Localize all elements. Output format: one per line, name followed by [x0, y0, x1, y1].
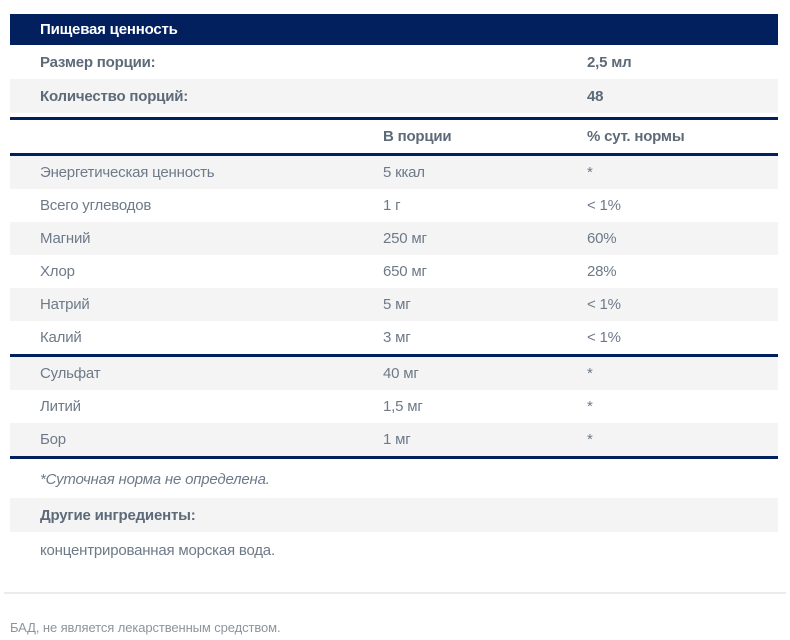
nutrient-name: Энергетическая ценность [40, 164, 215, 181]
section-divider [10, 354, 778, 357]
nutrient-dv: 60% [587, 230, 617, 247]
section-divider [10, 153, 778, 156]
horizontal-divider [4, 592, 786, 594]
section-divider [10, 117, 778, 120]
column-header-row: В порции % сут. нормы [10, 120, 778, 153]
table-title: Пищевая ценность [40, 21, 178, 38]
nutrient-amount: 250 мг [383, 230, 427, 247]
other-ingredients-label: Другие ингредиенты: [40, 506, 196, 524]
servings-per-container-value: 48 [587, 87, 604, 105]
trace-nutrients-section: Сульфат 40 мг * Литий 1,5 мг * Бор 1 мг … [10, 357, 778, 456]
supplement-disclaimer: БАД, не является лекарственным средством… [10, 620, 281, 635]
nutrient-dv: * [587, 164, 593, 181]
nutrient-name: Бор [40, 431, 66, 448]
nutrient-row: Сульфат 40 мг * [10, 357, 778, 390]
table-title-bar: Пищевая ценность [10, 14, 778, 45]
nutrient-amount: 3 мг [383, 329, 411, 346]
other-ingredients-value-row: концентрированная морская вода. [10, 532, 778, 568]
nutrient-row: Калий 3 мг < 1% [10, 321, 778, 354]
nutrient-dv: < 1% [587, 197, 621, 214]
nutrient-name: Натрий [40, 296, 90, 313]
column-header-dv: % сут. нормы [587, 128, 685, 145]
nutrient-dv: < 1% [587, 329, 621, 346]
nutrient-name: Хлор [40, 263, 75, 280]
serving-size-row: Размер порции: 2,5 мл [10, 45, 778, 79]
serving-size-label: Размер порции: [40, 53, 156, 71]
nutrient-row: Всего углеводов 1 г < 1% [10, 189, 778, 222]
other-ingredients-value: концентрированная морская вода. [40, 541, 275, 559]
nutrient-dv: * [587, 398, 593, 415]
nutrient-name: Калий [40, 329, 82, 346]
nutrient-amount: 1,5 мг [383, 398, 423, 415]
nutrient-row: Натрий 5 мг < 1% [10, 288, 778, 321]
nutrient-amount: 40 мг [383, 365, 419, 382]
nutrient-name: Литий [40, 398, 81, 415]
nutrient-dv: < 1% [587, 296, 621, 313]
nutrient-name: Всего углеводов [40, 197, 152, 214]
other-ingredients-label-row: Другие ингредиенты: [10, 498, 778, 532]
serving-info-section: Размер порции: 2,5 мл Количество порций:… [10, 45, 778, 113]
servings-per-container-label: Количество порций: [40, 87, 189, 105]
nutrient-amount: 1 г [383, 197, 401, 214]
nutrient-amount: 5 ккал [383, 164, 425, 181]
nutrient-row: Хлор 650 мг 28% [10, 255, 778, 288]
section-divider [10, 456, 778, 459]
nutrient-row: Литий 1,5 мг * [10, 390, 778, 423]
column-header-amount: В порции [383, 128, 452, 145]
nutrient-name: Сульфат [40, 365, 101, 382]
nutrient-name: Магний [40, 230, 91, 247]
nutrient-dv: * [587, 365, 593, 382]
daily-value-footnote: *Суточная норма не определена. [40, 471, 270, 488]
nutrient-row: Бор 1 мг * [10, 423, 778, 456]
nutrient-dv: 28% [587, 263, 617, 280]
servings-per-container-row: Количество порций: 48 [10, 79, 778, 113]
nutrition-facts-table: Пищевая ценность Размер порции: 2,5 мл К… [10, 14, 778, 568]
serving-size-value: 2,5 мл [587, 53, 632, 71]
nutrient-amount: 650 мг [383, 263, 427, 280]
nutrient-amount: 5 мг [383, 296, 411, 313]
main-nutrients-section: Энергетическая ценность 5 ккал * Всего у… [10, 156, 778, 354]
nutrient-amount: 1 мг [383, 431, 411, 448]
nutrient-dv: * [587, 431, 593, 448]
nutrient-row: Магний 250 мг 60% [10, 222, 778, 255]
nutrient-row: Энергетическая ценность 5 ккал * [10, 156, 778, 189]
